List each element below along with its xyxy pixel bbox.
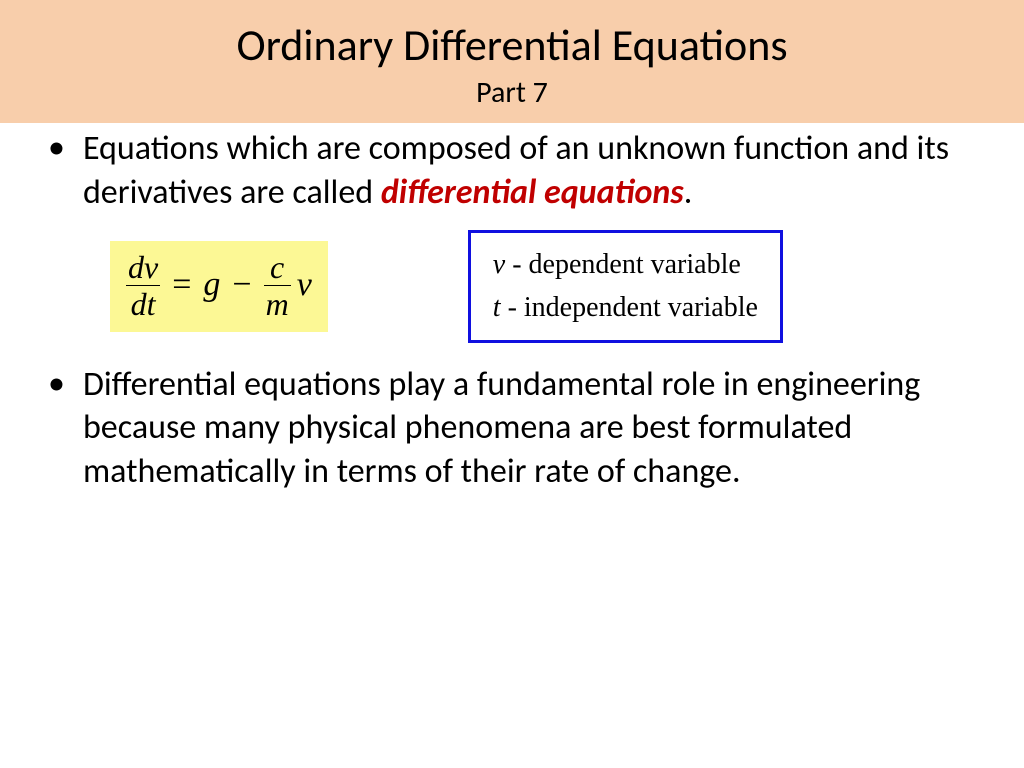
bullet-1-text: Equations which are composed of an unkno…	[83, 127, 984, 214]
legend-var-v: v	[493, 249, 505, 280]
bullet-2-plain: Differential equations play a fundamenta…	[83, 364, 920, 492]
slide-body: • Equations which are composed of an unk…	[0, 123, 1024, 493]
term-v: v	[297, 266, 312, 304]
minus-sign: −	[226, 266, 257, 304]
variable-legend-box: v - dependent variable t - independent v…	[468, 230, 783, 343]
lhs-numerator: dv	[126, 251, 160, 283]
term-g: g	[203, 266, 220, 304]
bullet-1: • Equations which are composed of an unk…	[48, 127, 984, 214]
equation-box: dv dt = g − c m v	[110, 241, 328, 332]
bullet-2-text: Differential equations play a fundamenta…	[83, 363, 984, 494]
equation-lhs-fraction: dv dt	[126, 251, 160, 320]
legend-var-t: t	[493, 292, 501, 323]
legend-desc-t: - independent variable	[501, 292, 758, 323]
rhs-denominator: m	[264, 288, 291, 320]
legend-desc-v: - dependent variable	[505, 249, 741, 280]
lhs-denominator: dt	[129, 288, 158, 320]
bullet-1-emphasis: differential equations	[381, 172, 684, 213]
equals-sign: =	[166, 266, 197, 304]
title-banner: Ordinary Differential Equations Part 7	[0, 0, 1024, 123]
equation-and-legend-row: dv dt = g − c m v v - dependent variable…	[110, 230, 984, 343]
slide-title: Ordinary Differential Equations	[0, 18, 1024, 72]
bullet-2: • Differential equations play a fundamen…	[48, 363, 984, 494]
equation-rhs-fraction: c m	[264, 251, 291, 320]
bullet-marker-icon: •	[48, 363, 65, 494]
slide-subtitle: Part 7	[0, 74, 1024, 111]
legend-row-t: t - independent variable	[493, 286, 758, 329]
rhs-numerator: c	[268, 251, 286, 283]
bullet-marker-icon: •	[48, 127, 65, 214]
legend-row-v: v - dependent variable	[493, 243, 758, 286]
bullet-1-tail: .	[684, 172, 693, 213]
